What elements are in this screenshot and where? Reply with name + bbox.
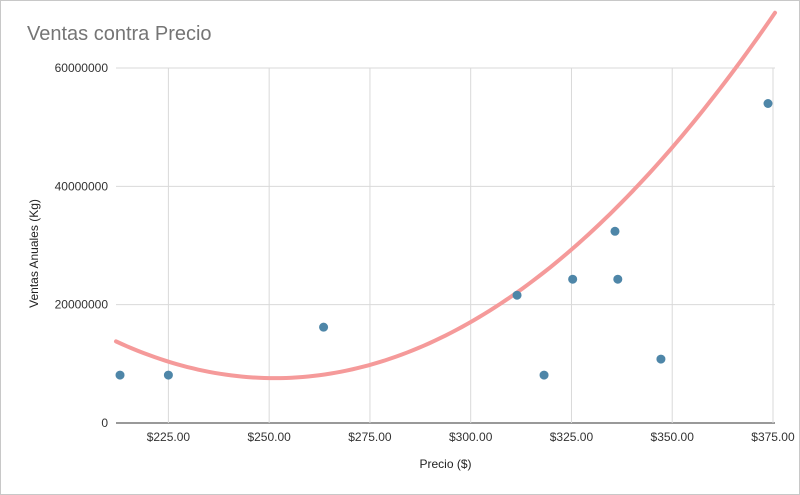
x-axis-title: Precio ($) — [419, 457, 471, 471]
y-axis-title: Ventas Anuales (Kg) — [27, 199, 41, 308]
x-tick-label: $250.00 — [247, 430, 291, 444]
data-point — [568, 274, 578, 284]
data-point — [512, 290, 522, 300]
trendline-layer — [114, 10, 777, 381]
x-tick-label: $375.00 — [751, 430, 795, 444]
x-tick-label: $225.00 — [147, 430, 191, 444]
x-tick-label: $300.00 — [449, 430, 493, 444]
x-tick-label: $325.00 — [550, 430, 594, 444]
y-tick-label: 20000000 — [55, 298, 109, 312]
x-tick-label: $275.00 — [348, 430, 392, 444]
y-tick-label: 0 — [101, 416, 108, 430]
data-point — [610, 226, 620, 236]
tick-label-layer: 0 20000000 40000000 60000000 $225.00 $250.00 $… — [55, 61, 795, 444]
data-point — [115, 370, 125, 380]
chart-title: Ventas contra Precio — [27, 23, 212, 45]
grid-layer — [116, 67, 775, 424]
data-point — [656, 354, 666, 364]
data-point — [319, 322, 329, 332]
x-tick-label: $350.00 — [651, 430, 695, 444]
data-point — [613, 274, 623, 284]
y-tick-label: 40000000 — [55, 179, 109, 193]
data-point-layer — [115, 99, 773, 380]
trendline — [114, 10, 777, 381]
data-point — [763, 99, 773, 108]
y-tick-label: 60000000 — [55, 61, 109, 75]
data-point — [539, 370, 549, 380]
data-point — [163, 370, 173, 380]
